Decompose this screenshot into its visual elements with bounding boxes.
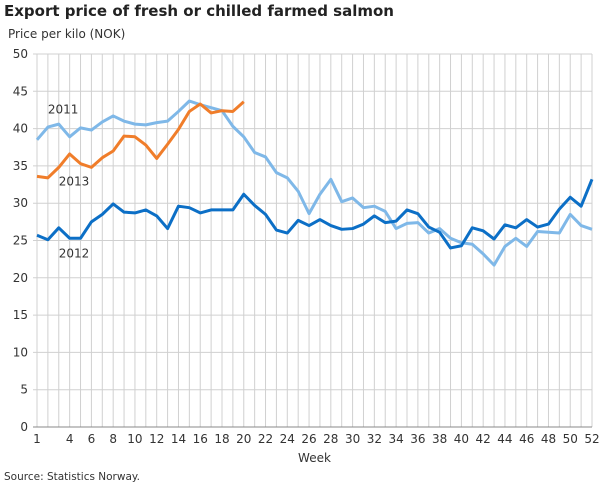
y-tick-label: 0: [20, 420, 28, 434]
y-tick-label: 10: [13, 345, 28, 359]
x-tick-label: 16: [193, 432, 208, 446]
x-tick-label: 12: [149, 432, 164, 446]
x-tick-label: 8: [109, 432, 117, 446]
series-line-2013: [36, 100, 245, 180]
series-label-2012: 2012: [59, 247, 90, 261]
source-note: Source: Statistics Norway.: [4, 471, 140, 483]
x-tick-label: 6: [88, 432, 96, 446]
x-tick-label: 30: [345, 432, 360, 446]
chart-title: Export price of fresh or chilled farmed …: [4, 2, 394, 20]
x-tick-label: 44: [497, 432, 512, 446]
x-tick-label: 32: [367, 432, 382, 446]
y-axis-label: Price per kilo (NOK): [8, 27, 126, 41]
x-tick-label: 52: [584, 432, 599, 446]
series-line-2012: [36, 178, 594, 250]
x-tick-label: 42: [476, 432, 491, 446]
y-tick-label: 50: [13, 47, 28, 61]
x-tick-label: 4: [66, 432, 74, 446]
series-label-2013: 2013: [59, 174, 90, 188]
x-tick-label: 22: [258, 432, 273, 446]
y-tick-label: 5: [20, 383, 28, 397]
x-tick-label: 20: [236, 432, 251, 446]
y-tick-label: 25: [13, 234, 28, 248]
y-tick-label: 15: [13, 308, 28, 322]
x-tick-label: 14: [171, 432, 186, 446]
series-line-2011: [35, 99, 593, 267]
x-tick-label: 1: [33, 432, 41, 446]
y-tick-label: 45: [13, 84, 28, 98]
x-tick-label: 10: [127, 432, 142, 446]
x-tick-label: 38: [432, 432, 447, 446]
x-tick-label: 46: [519, 432, 534, 446]
y-tick-label: 30: [13, 196, 28, 210]
x-tick-label: 24: [280, 432, 295, 446]
x-tick-label: 50: [563, 432, 578, 446]
x-tick-label: 40: [454, 432, 469, 446]
x-axis-label: Week: [298, 451, 331, 465]
y-tick-label: 35: [13, 159, 28, 173]
x-tick-label: 36: [410, 432, 425, 446]
series-label-2011: 2011: [48, 103, 79, 117]
x-tick-label: 28: [323, 432, 338, 446]
x-tick-label: 34: [388, 432, 403, 446]
y-tick-label: 20: [13, 271, 28, 285]
y-tick-label: 40: [13, 122, 28, 136]
x-tick-label: 18: [214, 432, 229, 446]
x-tick-label: 26: [301, 432, 316, 446]
x-tick-label: 48: [541, 432, 556, 446]
